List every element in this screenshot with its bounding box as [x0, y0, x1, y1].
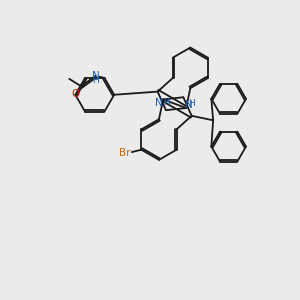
Text: N: N — [185, 100, 193, 110]
Text: H: H — [188, 99, 195, 108]
Text: H: H — [92, 76, 99, 85]
Text: N: N — [155, 98, 163, 108]
Text: O: O — [72, 89, 80, 99]
Text: Br: Br — [119, 148, 130, 158]
Text: H: H — [164, 98, 170, 107]
Text: N: N — [92, 71, 99, 81]
